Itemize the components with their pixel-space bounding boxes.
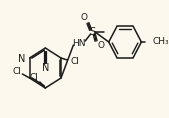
Text: Cl: Cl xyxy=(13,67,21,76)
Text: O: O xyxy=(81,13,88,21)
Text: CH₃: CH₃ xyxy=(152,38,169,46)
Text: N: N xyxy=(42,63,49,73)
Text: HN: HN xyxy=(72,38,86,48)
Text: S: S xyxy=(89,27,95,37)
Text: O: O xyxy=(97,40,104,49)
Text: Cl: Cl xyxy=(30,74,39,82)
Text: N: N xyxy=(18,54,25,64)
Text: Cl: Cl xyxy=(70,57,79,67)
